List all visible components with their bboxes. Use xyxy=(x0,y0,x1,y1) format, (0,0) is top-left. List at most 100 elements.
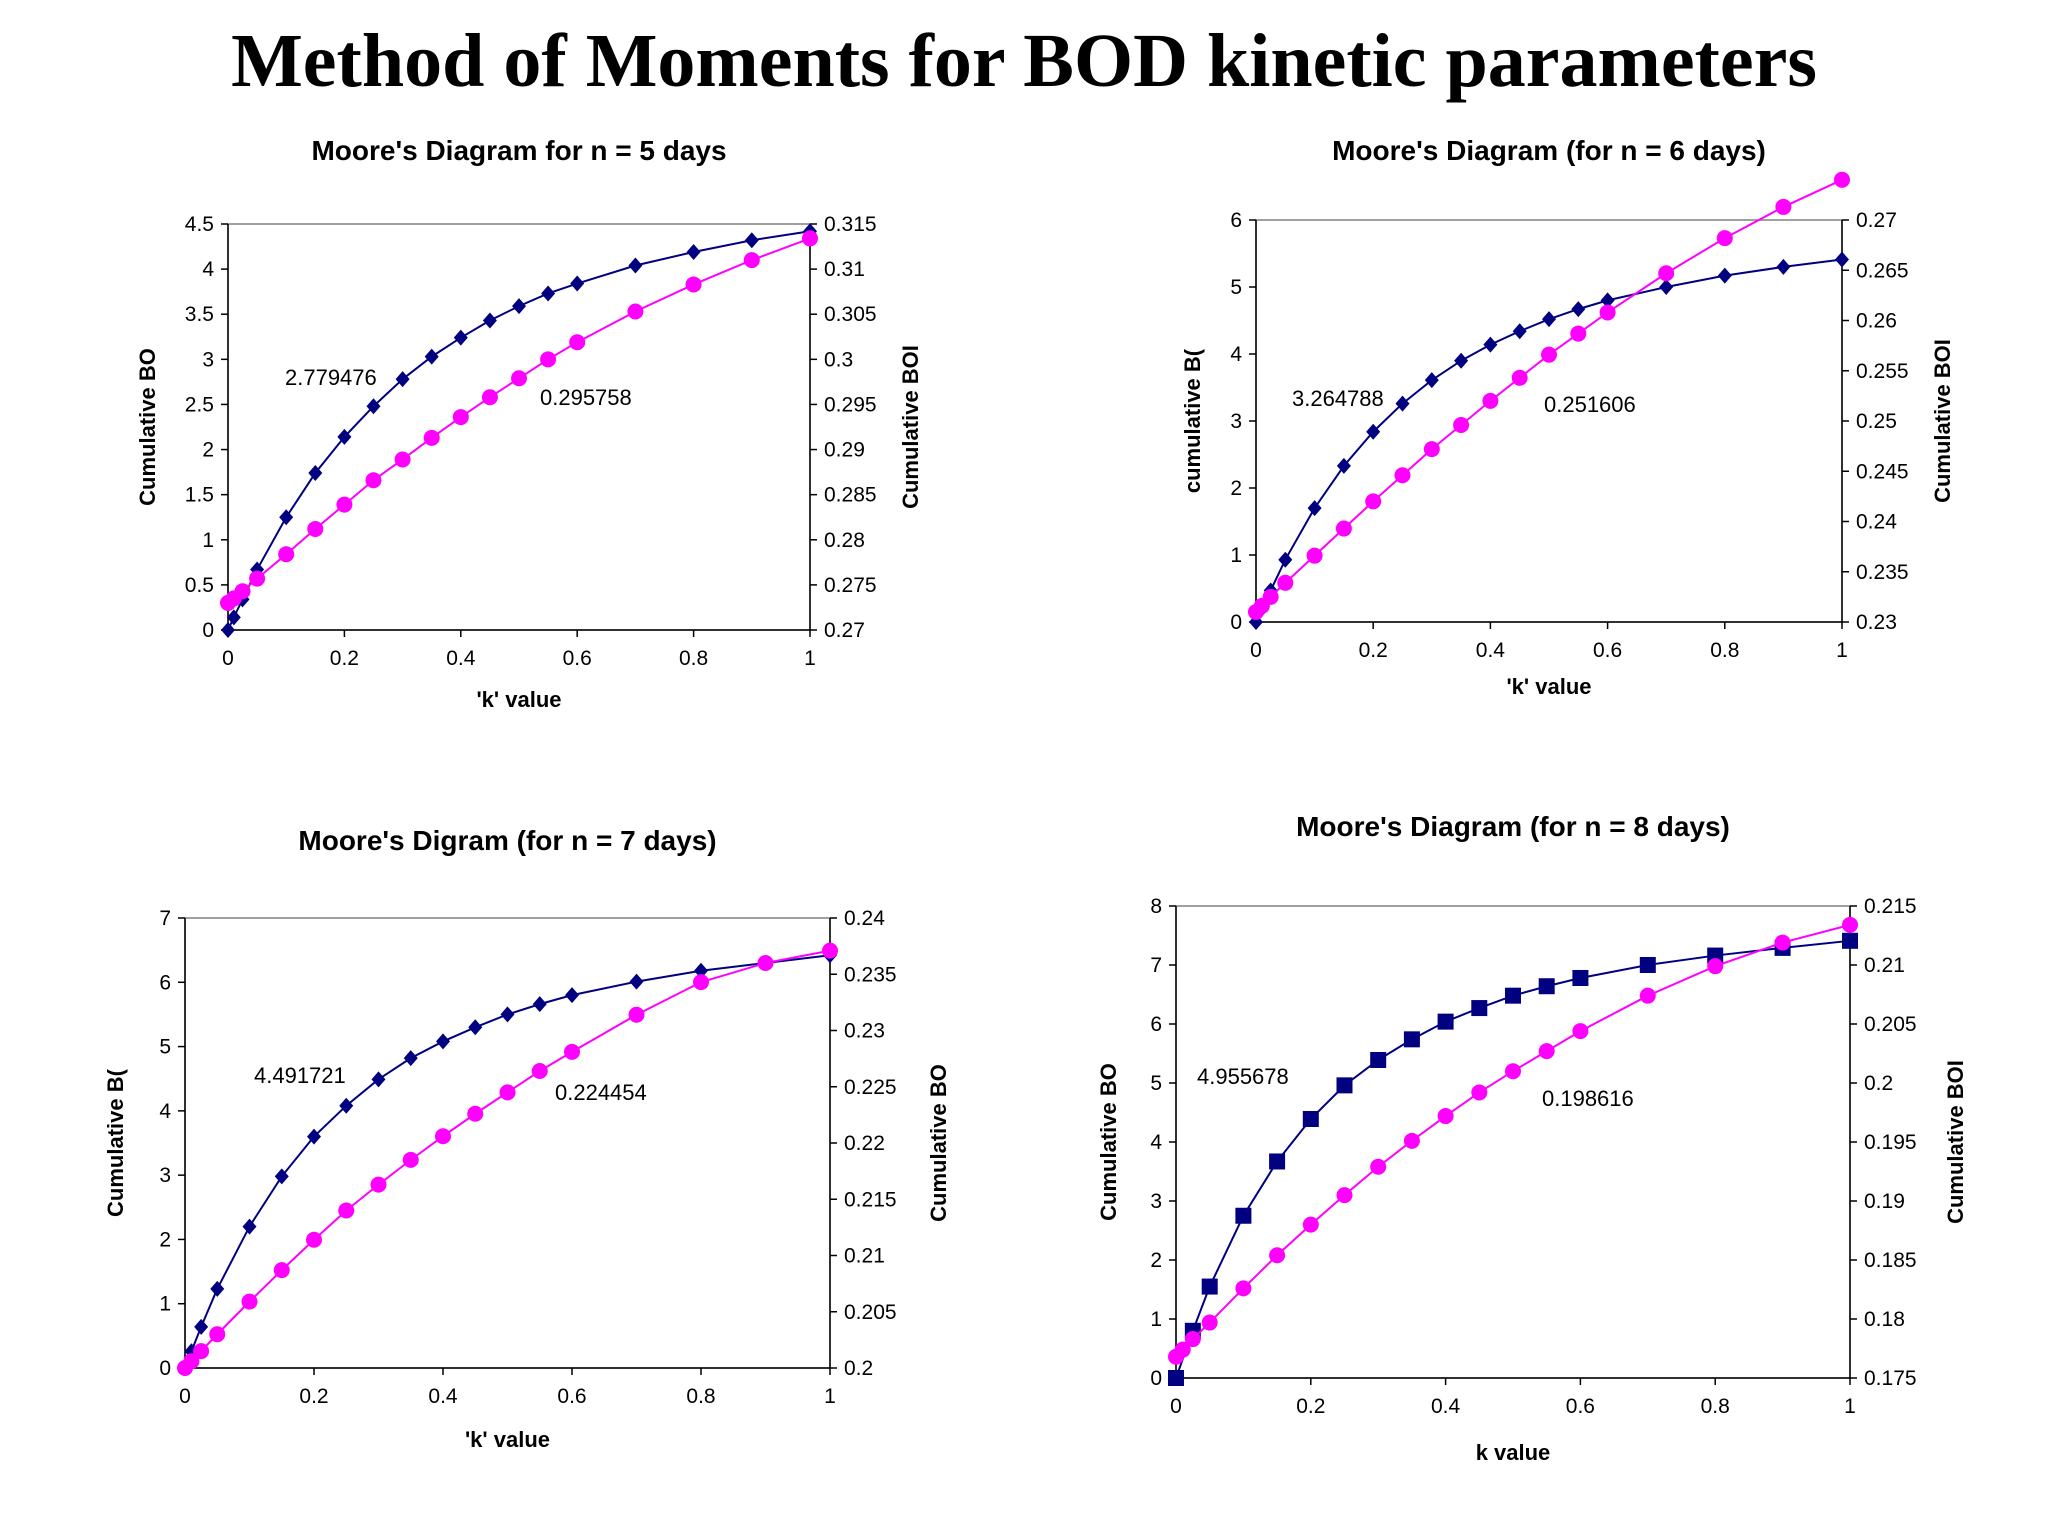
x-tick-label: 0.4 xyxy=(428,1385,458,1408)
data-point xyxy=(1302,1216,1319,1233)
annotation-right-value: 0.224454 xyxy=(555,1080,647,1105)
chart-title: Moore's Digram (for n = 7 days) xyxy=(298,825,716,856)
data-point xyxy=(365,472,382,489)
chart-n8: Moore's Diagram (for n = 8 days) 0 0.2 0.4 0… xyxy=(1096,811,1968,1465)
y-tick-label: 5 xyxy=(1230,276,1242,299)
annotation-left-value: 2.779476 xyxy=(285,365,377,390)
data-point xyxy=(628,257,643,274)
data-point xyxy=(1776,258,1791,275)
y-tick-label: 7 xyxy=(159,907,171,930)
data-point xyxy=(1512,323,1527,340)
data-point xyxy=(366,398,381,415)
data-point xyxy=(481,389,498,406)
data-point xyxy=(1639,987,1656,1004)
data-point xyxy=(1235,1207,1252,1224)
data-point xyxy=(1600,292,1615,309)
data-point xyxy=(540,351,557,368)
data-point xyxy=(627,303,644,320)
plot-frame xyxy=(1255,219,1843,623)
data-point xyxy=(629,973,644,990)
x-tick-label: 0.6 xyxy=(557,1385,586,1408)
y-axis-label: Cumulative BO xyxy=(135,348,160,506)
data-point xyxy=(1639,957,1656,973)
x-tick-label: 0.8 xyxy=(679,647,708,670)
chart-n5: Moore's Diagram for n = 5 days 0 0.2 0.4 0.6… xyxy=(135,135,923,712)
y2-tick-label: 0.215 xyxy=(1864,895,1917,918)
data-point xyxy=(1184,1331,1201,1348)
data-point xyxy=(1307,500,1322,517)
y2-tick-label: 0.195 xyxy=(1864,1131,1917,1154)
data-point xyxy=(209,1326,226,1343)
data-point xyxy=(234,583,251,600)
y-tick-label: 3 xyxy=(202,348,214,371)
data-point xyxy=(541,285,556,302)
x-tick-label: 0.8 xyxy=(1701,1395,1730,1418)
annotation-left-value: 4.491721 xyxy=(254,1063,346,1088)
y-axis-label: Cumulative BO xyxy=(1096,1063,1121,1221)
x-tick-label: 1 xyxy=(1836,639,1848,662)
x-axis-label: 'k' value xyxy=(1506,674,1591,699)
data-point xyxy=(1658,265,1675,282)
y2-tick-label: 0.31 xyxy=(824,258,865,281)
y2-tick-label: 0.2 xyxy=(1864,1072,1893,1095)
data-point xyxy=(1168,1370,1184,1386)
x-axis-label: k value xyxy=(1476,1440,1551,1465)
x-tick-label: 0.2 xyxy=(330,647,359,670)
series-line xyxy=(227,230,811,631)
x-tick-label: 0.6 xyxy=(563,647,592,670)
y2-tick-label: 0.26 xyxy=(1856,310,1897,333)
y-tick-label: 1 xyxy=(1150,1308,1162,1331)
y-axis-label: Cumulative B( xyxy=(103,1068,128,1217)
y-tick-label: 4 xyxy=(159,1100,171,1123)
data-point xyxy=(221,622,235,638)
data-point xyxy=(1505,1063,1521,1080)
x-tick-label: 1 xyxy=(824,1385,836,1408)
data-point xyxy=(1835,251,1849,268)
x-tick-label: 0 xyxy=(1250,639,1262,662)
y-tick-label: 1 xyxy=(202,529,214,552)
y2-tick-label: 0.18 xyxy=(1864,1308,1905,1331)
data-point xyxy=(338,1202,355,1219)
x-tick-label: 0.6 xyxy=(1593,639,1622,662)
data-point xyxy=(685,276,702,293)
y-tick-label: 5 xyxy=(159,1036,171,1059)
y2-tick-label: 0.265 xyxy=(1856,259,1909,282)
y2-tick-label: 0.21 xyxy=(844,1245,885,1268)
data-point xyxy=(423,429,440,446)
data-point xyxy=(1505,987,1521,1004)
data-point xyxy=(307,520,324,537)
data-point xyxy=(1336,1077,1353,1094)
data-point xyxy=(1511,369,1528,386)
y-tick-label: 8 xyxy=(1150,895,1162,918)
data-point xyxy=(482,312,497,329)
data-point xyxy=(1437,1108,1454,1125)
data-point xyxy=(395,371,410,388)
y2-tick-label: 0.245 xyxy=(1856,460,1909,483)
y2-tick-label: 0.3 xyxy=(824,348,853,371)
data-point xyxy=(500,1006,515,1023)
annotation-right-value: 0.198616 xyxy=(1542,1086,1634,1111)
data-point xyxy=(1370,1158,1387,1175)
data-point xyxy=(1278,551,1293,568)
data-point xyxy=(1842,916,1858,933)
annotation-left-value: 4.955678 xyxy=(1197,1064,1289,1089)
y2-tick-label: 0.205 xyxy=(1864,1013,1917,1036)
data-point xyxy=(241,1293,258,1310)
data-point xyxy=(1403,1132,1420,1149)
data-point xyxy=(371,1071,386,1088)
data-point xyxy=(193,1343,210,1360)
data-point xyxy=(183,1353,200,1370)
data-point xyxy=(403,1050,418,1067)
x-tick-label: 0.6 xyxy=(1566,1395,1595,1418)
data-point xyxy=(1471,1000,1488,1017)
data-point xyxy=(1403,1031,1420,1048)
data-point xyxy=(1335,520,1352,537)
y-tick-label: 0 xyxy=(1230,611,1242,634)
y2-tick-label: 0.315 xyxy=(824,213,877,236)
y2-axis-label: Cumulative BOI xyxy=(1943,1060,1968,1224)
y2-tick-label: 0.27 xyxy=(824,619,865,642)
data-point xyxy=(1269,1247,1286,1264)
y2-tick-label: 0.185 xyxy=(1864,1249,1917,1272)
y-tick-label: 6 xyxy=(159,971,171,994)
y2-axis-label: Cumulative BO xyxy=(926,1064,951,1222)
